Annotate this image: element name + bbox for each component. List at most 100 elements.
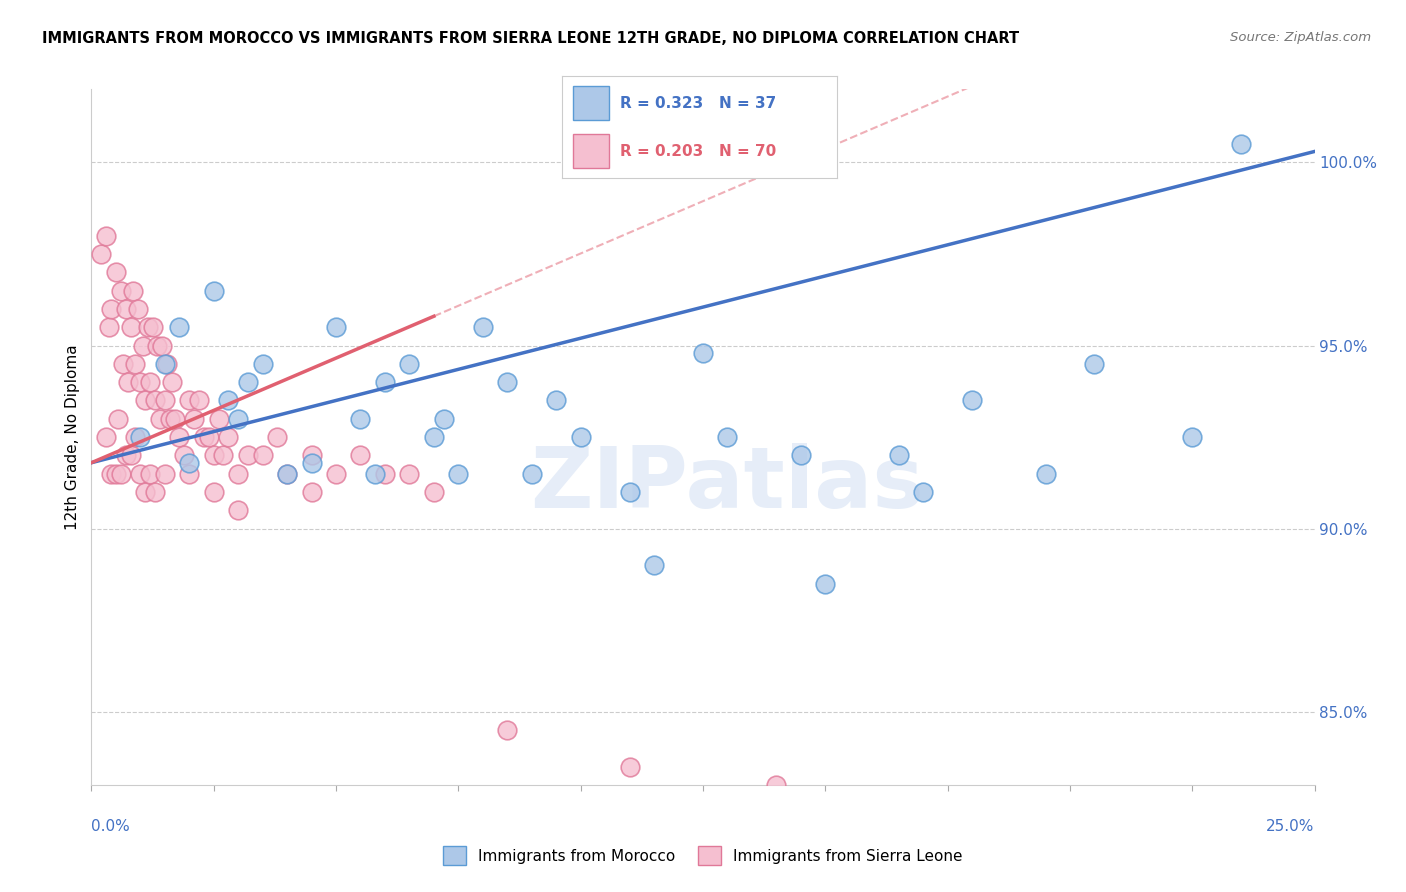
Point (202, 485, 225, 500)
Text: R = 0.203   N = 70: R = 0.203 N = 70 (620, 145, 776, 160)
Point (129, 467, 152, 481)
Point (765, 778, 787, 792)
Point (301, 485, 323, 500)
Point (179, 393, 201, 408)
Point (912, 485, 935, 500)
Point (198, 430, 221, 444)
Point (134, 393, 156, 408)
Bar (574, 87, 609, 120)
Point (127, 301, 149, 316)
Point (104, 467, 127, 481)
Point (1035, 467, 1057, 481)
Point (790, 449, 813, 463)
Point (236, 375, 259, 389)
Point (149, 411, 172, 425)
Point (619, 485, 641, 500)
Point (202, 284, 225, 298)
Point (110, 467, 132, 481)
Point (136, 320, 159, 334)
Point (160, 375, 183, 389)
Point (1230, 137, 1253, 152)
Point (139, 467, 162, 481)
Point (1083, 357, 1105, 371)
Point (276, 467, 298, 481)
Point (150, 338, 173, 352)
Point (349, 449, 371, 463)
Point (100, 467, 122, 481)
Point (122, 284, 145, 298)
Y-axis label: 12th Grade, No Diploma: 12th Grade, No Diploma (65, 344, 80, 530)
Point (193, 430, 215, 444)
Point (433, 411, 456, 425)
Point (156, 357, 179, 371)
Point (143, 393, 166, 408)
Point (364, 467, 387, 481)
Point (124, 430, 146, 444)
Point (520, 467, 543, 481)
Point (146, 338, 169, 352)
Point (169, 320, 191, 334)
Point (94, 228, 117, 243)
Point (569, 430, 592, 444)
Point (107, 411, 129, 425)
Point (374, 375, 396, 389)
Point (217, 393, 239, 408)
Point (252, 449, 274, 463)
Point (325, 467, 347, 481)
Point (301, 449, 323, 463)
Text: 0.0%: 0.0% (91, 820, 131, 834)
Point (301, 456, 323, 470)
Point (226, 467, 249, 481)
Point (398, 467, 420, 481)
Point (124, 357, 146, 371)
Bar (574, 135, 609, 168)
Point (100, 301, 122, 316)
Point (153, 393, 176, 408)
Point (143, 485, 166, 500)
Point (173, 449, 195, 463)
Point (120, 449, 142, 463)
Point (153, 467, 176, 481)
Point (114, 301, 136, 316)
Point (120, 320, 142, 334)
Legend: Immigrants from Morocco, Immigrants from Sierra Leone: Immigrants from Morocco, Immigrants from… (437, 840, 969, 871)
Point (163, 411, 186, 425)
Point (117, 375, 139, 389)
Point (692, 346, 714, 360)
Point (496, 375, 519, 389)
Point (132, 338, 155, 352)
Point (398, 357, 420, 371)
Point (183, 411, 205, 425)
Text: R = 0.323   N = 37: R = 0.323 N = 37 (620, 96, 776, 111)
Point (141, 320, 163, 334)
Point (207, 411, 229, 425)
Point (129, 430, 152, 444)
Point (252, 357, 274, 371)
Text: Source: ZipAtlas.com: Source: ZipAtlas.com (1230, 31, 1371, 45)
Point (104, 265, 127, 279)
Point (139, 375, 162, 389)
Point (1181, 430, 1204, 444)
Point (960, 393, 983, 408)
Text: IMMIGRANTS FROM MOROCCO VS IMMIGRANTS FROM SIERRA LEONE 12TH GRADE, NO DIPLOMA C: IMMIGRANTS FROM MOROCCO VS IMMIGRANTS FR… (42, 31, 1019, 46)
Point (276, 467, 298, 481)
Point (226, 411, 249, 425)
Point (887, 449, 910, 463)
Text: ZIPatlas: ZIPatlas (530, 443, 924, 526)
Point (226, 503, 249, 517)
Point (159, 411, 181, 425)
Point (266, 430, 288, 444)
Point (202, 449, 225, 463)
Point (619, 759, 641, 773)
Point (374, 467, 396, 481)
Point (423, 430, 446, 444)
Point (179, 456, 201, 470)
Point (153, 357, 176, 371)
Point (814, 576, 837, 591)
Point (97, 320, 120, 334)
Point (112, 357, 135, 371)
Point (447, 467, 470, 481)
Point (134, 485, 156, 500)
Point (90, 247, 112, 261)
Point (129, 375, 152, 389)
